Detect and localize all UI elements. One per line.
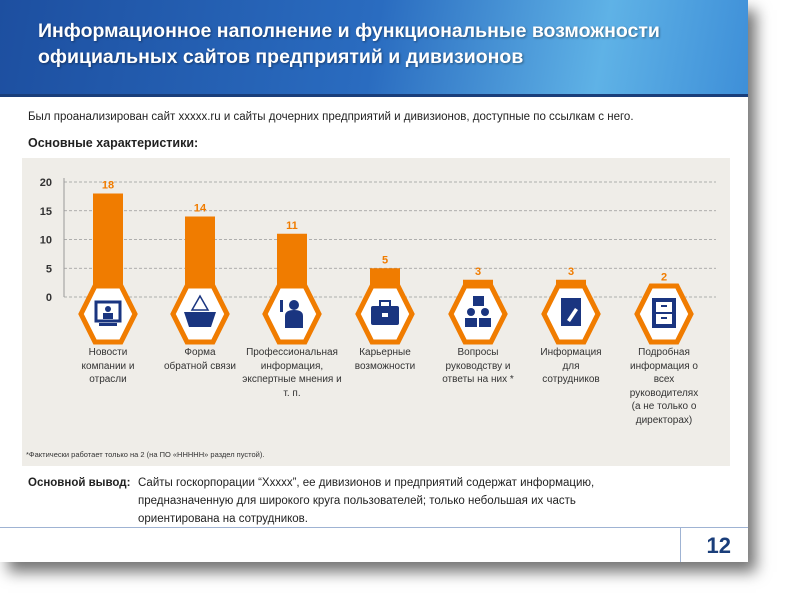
speaker-icon — [280, 300, 303, 328]
data-label: 11 — [286, 220, 298, 232]
conclusion-label: Основной вывод: — [28, 477, 131, 489]
conclusion-text: Сайты госкорпорации “Ххххх”, ее дивизион… — [138, 477, 595, 525]
data-label: 5 — [382, 254, 388, 266]
y-tick-label: 15 — [40, 206, 52, 218]
y-tick-label: 0 — [46, 292, 52, 304]
ballot-box-icon — [184, 294, 216, 327]
title-line-1: Информационное наполнение и функциональн… — [38, 20, 660, 42]
y-tick-label: 5 — [46, 263, 52, 275]
data-label: 14 — [194, 203, 207, 215]
category-label: Новости компании и отрасли — [81, 347, 135, 385]
category-label: Вопросы руководству и ответы на них * — [442, 347, 514, 385]
page-number-box: 12 — [680, 527, 749, 562]
bar-chart: 0 5 10 15 20 18 14 11 5 3 3 2 — [40, 177, 716, 345]
footer-divider — [0, 527, 748, 528]
conclusion: Основной вывод: Сайты госкорпорации “Ххх… — [28, 474, 658, 528]
file-cabinet-icon — [652, 298, 676, 328]
slide: Информационное наполнение и функциональн… — [0, 0, 748, 562]
title-line-2: официальных сайтов предприятий и дивизио… — [38, 46, 524, 68]
data-label: 18 — [102, 180, 114, 192]
category-label: Карьерные возможности — [354, 347, 416, 372]
intro-text: Был проанализирован сайт xxxxx.ru и сайт… — [28, 111, 634, 123]
hexagon-frame — [448, 283, 508, 345]
y-tick-label: 10 — [40, 235, 52, 247]
category-label: Форма обратной связи — [163, 347, 236, 372]
category-label: Профессиональная информация, экспертные … — [242, 347, 342, 399]
briefcase-icon — [371, 300, 399, 325]
page-number: 12 — [706, 533, 731, 558]
footnote: *Фактически работает только на 2 (на ПО … — [26, 450, 265, 459]
data-label: 2 — [661, 272, 667, 284]
section-heading: Основные характеристики: — [28, 136, 199, 150]
y-tick-label: 20 — [40, 177, 52, 189]
chart-panel: 0 5 10 15 20 18 14 11 5 3 3 2 Новости компании и от… — [22, 158, 730, 466]
notepad-pencil-icon — [561, 298, 581, 326]
header-banner: Информационное наполнение и функциональн… — [0, 0, 748, 97]
category-label: Информация для сотрудников — [540, 347, 602, 385]
data-label: 3 — [475, 266, 481, 278]
monitor-presenter-icon — [94, 300, 122, 326]
question-people-icon — [465, 296, 491, 327]
data-label: 3 — [568, 266, 574, 278]
page-title: Информационное наполнение и функциональн… — [38, 18, 660, 70]
category-label: Подробная информация о всех руководителя… — [629, 347, 699, 426]
